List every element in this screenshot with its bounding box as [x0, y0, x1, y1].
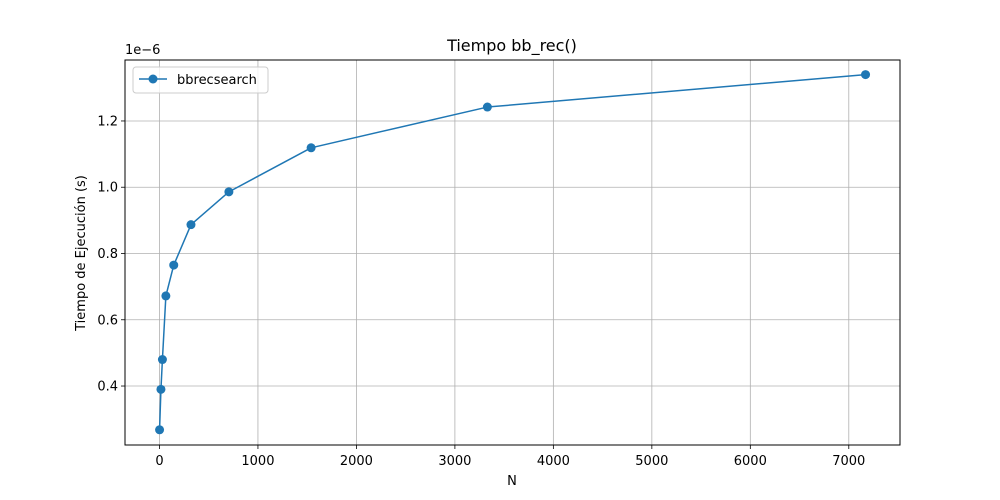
grid — [125, 60, 900, 445]
data-point — [224, 187, 234, 197]
x-tick-label: 0 — [155, 454, 163, 469]
plot-frame — [124, 59, 901, 446]
x-tick-label: 6000 — [734, 454, 767, 469]
x-tick-label: 1000 — [241, 454, 274, 469]
x-tick-label: 2000 — [340, 454, 373, 469]
data-point — [306, 143, 316, 153]
legend-marker — [148, 74, 158, 84]
x-tick-label: 3000 — [438, 454, 471, 469]
data-point — [186, 220, 196, 230]
x-axis-label: N — [507, 474, 517, 489]
legend: bbrecsearch — [132, 66, 269, 94]
y-tick-label: 0.4 — [97, 380, 118, 395]
x-tick-label: 7000 — [832, 454, 865, 469]
y-axis-ticks: 0.4 0.6 0.8 1.0 1.2 — [97, 114, 125, 395]
data-point — [161, 291, 171, 301]
series-line — [158, 73, 866, 430]
data-point — [156, 384, 166, 394]
y-tick-label: 1.2 — [97, 114, 118, 129]
y-tick-label: 0.8 — [97, 247, 118, 262]
legend-box — [132, 66, 269, 94]
data-point — [155, 425, 165, 435]
y-axis-label: Tiempo de Ejecución (s) — [74, 175, 89, 332]
data-point — [482, 102, 492, 112]
data-point — [157, 355, 167, 365]
x-axis-ticks: 0 1000 2000 3000 4000 5000 6000 7000 — [155, 445, 865, 469]
data-point — [169, 260, 179, 270]
legend-label: bbrecsearch — [177, 73, 257, 88]
y-offset-label: 1e−6 — [125, 43, 160, 58]
x-tick-label: 4000 — [537, 454, 570, 469]
series-layer — [155, 70, 871, 435]
data-point — [861, 70, 871, 80]
chart-title: Tiempo bb_rec() — [446, 36, 577, 56]
x-tick-label: 5000 — [635, 454, 668, 469]
y-tick-label: 0.6 — [97, 313, 118, 328]
y-tick-label: 1.0 — [97, 181, 118, 196]
